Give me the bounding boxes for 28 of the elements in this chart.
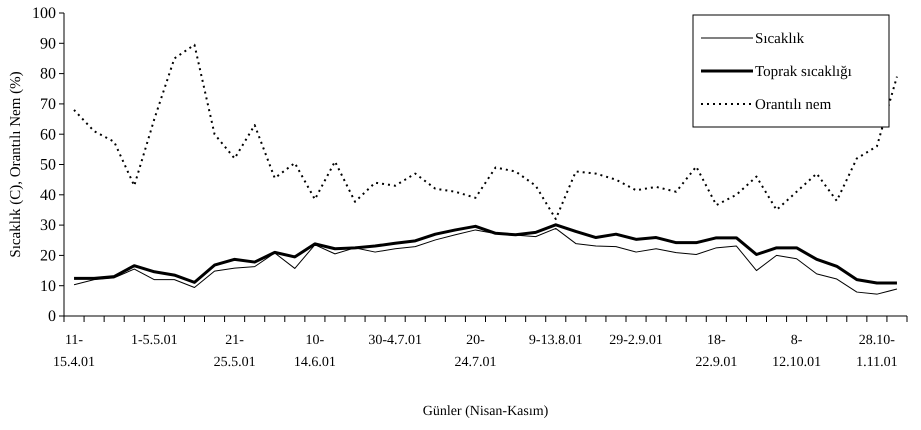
x-tick-label: 21-25.5.01 bbox=[214, 333, 256, 370]
x-tick-label: 8-12.10.01 bbox=[772, 333, 822, 370]
y-tick-label: 60 bbox=[40, 126, 56, 144]
x-tick-label: 28.10-1.11.01 bbox=[856, 333, 898, 370]
x-tick-label: 9-13.8.01 bbox=[528, 333, 583, 348]
y-tick-label: 50 bbox=[40, 156, 56, 174]
y-tick-label: 0 bbox=[48, 308, 56, 326]
y-tick-label: 30 bbox=[40, 217, 56, 234]
y-tick-label: 40 bbox=[40, 186, 56, 204]
legend-label: Toprak sıcaklığı bbox=[755, 64, 852, 80]
y-tick-label: 90 bbox=[40, 35, 56, 52]
x-tick-label: 30-4.7.01 bbox=[368, 333, 422, 348]
x-tick-label: 29-2.9.01 bbox=[609, 333, 663, 348]
x-tick-label: 1-5.5.01 bbox=[130, 333, 178, 348]
x-tick-label: 20-24.7.01 bbox=[454, 333, 496, 370]
line-series bbox=[74, 228, 898, 295]
x-tick-label: 10-14.6.01 bbox=[294, 333, 336, 370]
y-tick-label: 10 bbox=[40, 278, 56, 295]
legend-label: Sıcaklık bbox=[755, 31, 805, 47]
y-axis-title: Sıcaklık (C), Orantılı Nem (%) bbox=[8, 71, 24, 258]
x-tick-label: 11-15.4.01 bbox=[53, 333, 96, 370]
y-tick-label: 70 bbox=[40, 96, 56, 114]
y-tick-label: 80 bbox=[40, 66, 56, 83]
legend-label: Orantılı nem bbox=[755, 97, 832, 113]
x-tick-label: 18-22.9.01 bbox=[695, 333, 738, 370]
x-axis-title: Günler (Nisan-Kasım) bbox=[422, 404, 549, 419]
y-tick-label: 20 bbox=[40, 248, 56, 265]
y-tick-label: 100 bbox=[32, 5, 56, 22]
